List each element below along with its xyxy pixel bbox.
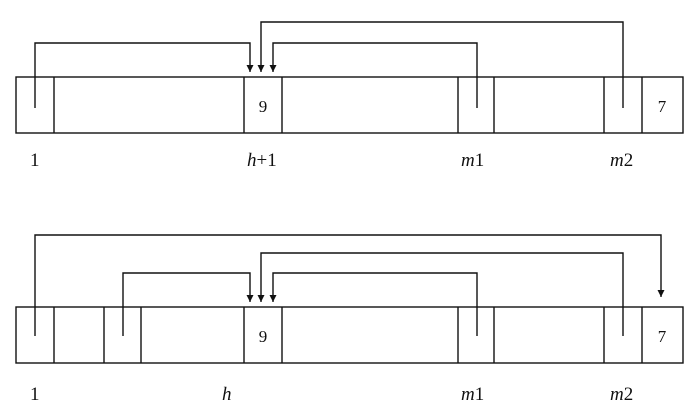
- label-1-m2-suffix: 2: [624, 150, 634, 171]
- label-2-m2-suffix: 2: [624, 384, 634, 405]
- label-1-first: 1: [30, 150, 40, 171]
- array-1-cell-value: 9: [259, 97, 268, 116]
- diagram-1: [15, 21, 684, 134]
- label-1-m1: m1: [461, 150, 484, 171]
- arrow-m1-to-target: [269, 42, 478, 108]
- label-2-m2: m2: [610, 384, 633, 405]
- label-2-h: h: [222, 384, 232, 405]
- label-1-m1-var: m: [461, 150, 475, 171]
- label-1-m2-var: m: [610, 150, 624, 171]
- arrow-first-to-last: [34, 234, 665, 336]
- label-2-m1-suffix: 1: [475, 384, 485, 405]
- arrow-h-to-target: [122, 272, 254, 336]
- array-1-outline: [15, 76, 684, 134]
- label-2-m1-var: m: [461, 384, 475, 405]
- label-2-first: 1: [30, 384, 40, 405]
- label-1-h: h+1: [247, 150, 277, 171]
- label-1-m2: m2: [610, 150, 633, 171]
- label-2-m1: m1: [461, 384, 484, 405]
- label-1-h-var: h: [247, 150, 257, 171]
- label-2-m2-var: m: [610, 384, 624, 405]
- array-1-last-value: 7: [658, 97, 667, 116]
- array-2-cell-value: 9: [259, 327, 268, 346]
- array-2-outline: [15, 306, 684, 364]
- arrow-first-to-target: [34, 42, 254, 108]
- arrow-m1-to-target: [269, 272, 478, 336]
- label-1-m1-suffix: 1: [475, 150, 485, 171]
- diagram-2: [15, 234, 684, 364]
- arrow-m2-to-target: [257, 252, 624, 336]
- label-1-h-suffix: +1: [257, 150, 277, 171]
- array-2-last-value: 7: [658, 327, 667, 346]
- arrow-m2-to-target: [257, 21, 624, 108]
